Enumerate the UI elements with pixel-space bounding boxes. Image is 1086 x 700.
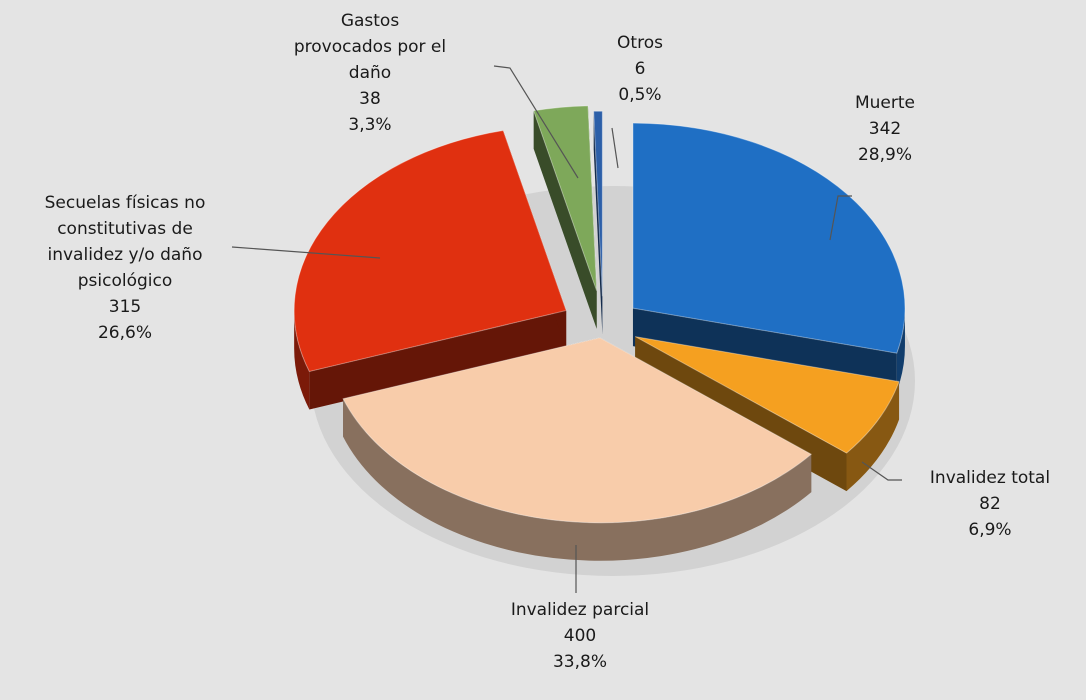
leader-line-otros [611,127,619,169]
slice-invalidez-parcial [342,337,813,524]
leader-line-secuelas [231,246,381,259]
leader-line-invalidez-total [861,461,902,481]
slice-gastos [532,105,598,291]
slice-otros-side [593,111,603,335]
leader-line-gastos [493,65,579,179]
slice-otros [593,110,603,297]
label-invalidez-parcial: Invalidez parcial 400 33,8% [510,600,650,672]
slice-muerte [632,122,906,354]
label-gastos: Gastos provocados por el daño 38 3,3% [293,11,447,135]
leader-line-muerte [829,195,852,241]
label-muerte: Muerte 342 28,9% [854,93,915,165]
slice-secuelas [293,129,567,373]
label-invalidez-total: Invalidez total 82 6,9% [929,468,1051,540]
label-secuelas: Secuelas físicas no constitutivas de inv… [44,193,206,343]
label-otros: Otros 6 0,5% [617,33,663,105]
slice-invalidez-total [634,336,900,454]
